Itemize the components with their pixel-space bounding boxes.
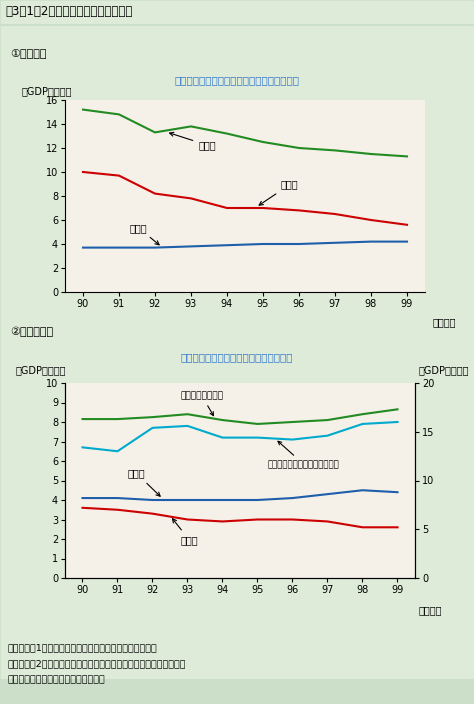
Text: 間接税: 間接税 <box>128 469 160 496</box>
Text: 2．国等からの移転収入は、地方交付税以外に、補助金、: 2．国等からの移転収入は、地方交付税以外に、補助金、 <box>8 659 186 668</box>
Text: ①国の収入: ①国の収入 <box>10 48 46 58</box>
Text: 第3－1－2図　国と地方の収入の内訳: 第3－1－2図 国と地方の収入の内訳 <box>5 5 132 18</box>
Text: 直接税: 直接税 <box>259 180 299 205</box>
Text: （GDP比、％）: （GDP比、％） <box>16 365 66 375</box>
Text: 直接税: 直接税 <box>173 519 198 545</box>
Text: （GDP比、％）: （GDP比、％） <box>22 86 73 96</box>
Text: 地方交付税等の国等からの移転: 地方交付税等の国等からの移転 <box>268 441 340 469</box>
Text: （年度）: （年度） <box>432 317 456 327</box>
Text: （GDP比、％）: （GDP比、％） <box>419 365 469 375</box>
Text: 収入計: 収入計 <box>170 132 216 150</box>
Text: 直接税の落ち込みを地方交付税がカバー: 直接税の落ち込みを地方交付税がカバー <box>181 352 293 362</box>
Text: 大幅に減少する直接税（法人税、所得税等）: 大幅に減少する直接税（法人税、所得税等） <box>174 75 300 85</box>
Text: 間接税: 間接税 <box>130 222 159 245</box>
Text: 収入計（右目盛）: 収入計（右目盛） <box>181 391 224 415</box>
Text: （備考）　1．内閣府「国民経済計算年報」により作成。: （備考） 1．内閣府「国民経済計算年報」により作成。 <box>8 643 158 652</box>
Text: （年度）: （年度） <box>419 605 442 615</box>
Text: ②地方の収入: ②地方の収入 <box>10 327 53 337</box>
Text: 国庫金支出等を含む。: 国庫金支出等を含む。 <box>8 675 106 684</box>
